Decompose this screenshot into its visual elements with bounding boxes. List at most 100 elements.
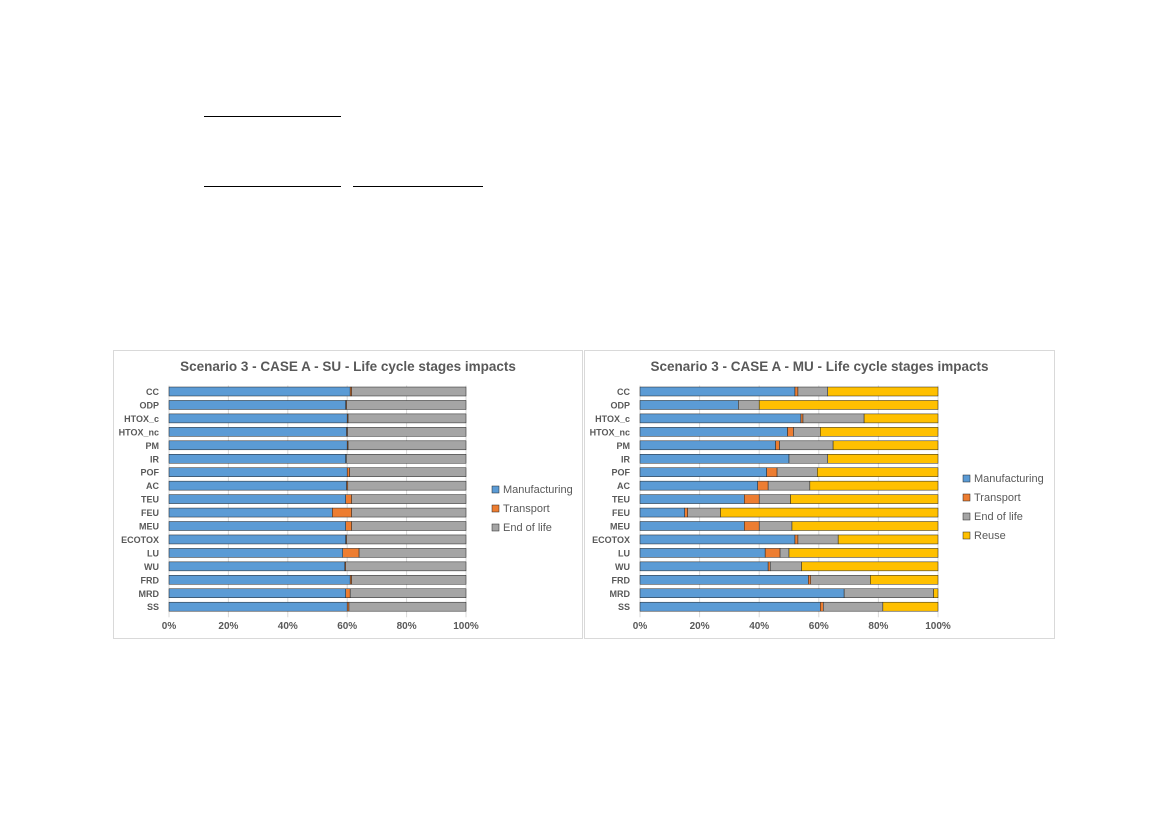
bar-segment [639,601,821,612]
bar-segment [345,588,351,598]
bar-segment [342,548,360,558]
chart-title: Scenario 3 - CASE A - SU - Life cycle st… [180,359,516,374]
chart-su: Scenario 3 - CASE A - SU - Life cycle st… [113,350,583,639]
category-label: HTOX_nc [119,427,159,437]
bar-segment [349,467,467,477]
legend-label: End of life [503,522,552,534]
category-label: TEU [612,495,630,505]
category-label: ECOTOX [592,535,630,545]
bar-segment [639,480,758,491]
category-label: ECOTOX [121,535,159,545]
bar-segment [764,548,781,558]
bar-segment [769,561,802,572]
bar-segment [810,575,871,585]
bar-segment [168,534,346,545]
bar-segment [349,588,467,598]
category-label: HTOX_nc [590,427,630,437]
bar-segment [168,601,348,612]
category-label: PM [617,441,631,451]
bar-segment [639,413,802,424]
bar-segment [788,454,828,464]
bar-segment [348,601,467,612]
bar-segment [744,494,760,504]
bar-segment [808,575,812,585]
x-tick-label: 100% [925,621,951,632]
bar-segment [788,548,939,558]
bar-segment [168,440,348,451]
category-label: MRD [610,589,631,599]
category-label: ODP [139,400,159,410]
category-label: FRD [141,575,160,585]
bar-segment [933,588,939,598]
bar-segment [347,427,467,437]
bar-segment [351,386,467,397]
category-label: SS [618,602,630,612]
bar-segment [346,534,467,545]
bar-segment [843,588,934,598]
top-rule-1 [204,116,341,117]
bar-segment [351,575,467,585]
bar-segment [639,386,796,397]
bar-segment [639,494,745,504]
category-label: IR [150,454,160,464]
category-label: LU [147,548,159,558]
bar-segment [775,440,780,451]
bar-segment [787,427,794,437]
bar-segment [639,588,845,598]
category-label: MEU [610,522,630,532]
bar-segment [168,386,351,397]
top-rule-2 [204,186,341,187]
legend-label: Transport [503,503,550,515]
legend-swatch [491,504,500,513]
chart-title: Scenario 3 - CASE A - MU - Life cycle st… [650,359,989,374]
category-label: FEU [612,508,630,518]
bar-segment [687,507,721,518]
x-tick-label: 0% [633,621,648,632]
bar-segment [738,400,760,410]
chart-mu: Scenario 3 - CASE A - MU - Life cycle st… [584,350,1055,639]
bar-segment [639,575,809,585]
category-label: WU [144,562,159,572]
category-label: MEU [139,522,159,532]
bar-segment [802,413,865,424]
legend-label: Transport [974,492,1021,504]
bar-segment [346,467,350,477]
category-label: HTOX_c [595,414,630,424]
bar-segment [776,467,818,477]
legend-swatch [962,531,971,540]
bar-segment [345,521,352,531]
bar-segment [794,534,799,545]
bar-segment [832,440,939,451]
bar-segment [168,480,347,491]
bar-segment [767,561,771,572]
category-label: MRD [139,589,160,599]
bar-segment [168,548,343,558]
category-label: POF [611,468,630,478]
bar-segment [794,386,799,397]
bar-segment [639,521,745,531]
bar-segment [639,561,769,572]
legend-label: Reuse [974,530,1006,542]
category-label: ODP [610,400,630,410]
bar-segment [790,494,939,504]
bar-segment [779,440,834,451]
category-label: AC [146,481,159,491]
bar-segment [351,521,467,531]
bar-segment [332,507,352,518]
bar-segment [168,521,346,531]
bar-segment [758,521,793,531]
legend-label: End of life [974,511,1023,523]
bar-segment [793,427,821,437]
bar-segment [744,521,760,531]
x-tick-label: 60% [809,621,829,632]
bar-segment [347,440,467,451]
category-label: CC [146,387,159,397]
bar-segment [168,454,346,464]
legend-swatch [962,512,971,521]
bar-segment [168,467,348,477]
bar-segment [827,386,939,397]
bar-segment [168,561,346,572]
bar-segment [351,507,467,518]
bar-segment [168,413,348,424]
legend-swatch [491,485,500,494]
